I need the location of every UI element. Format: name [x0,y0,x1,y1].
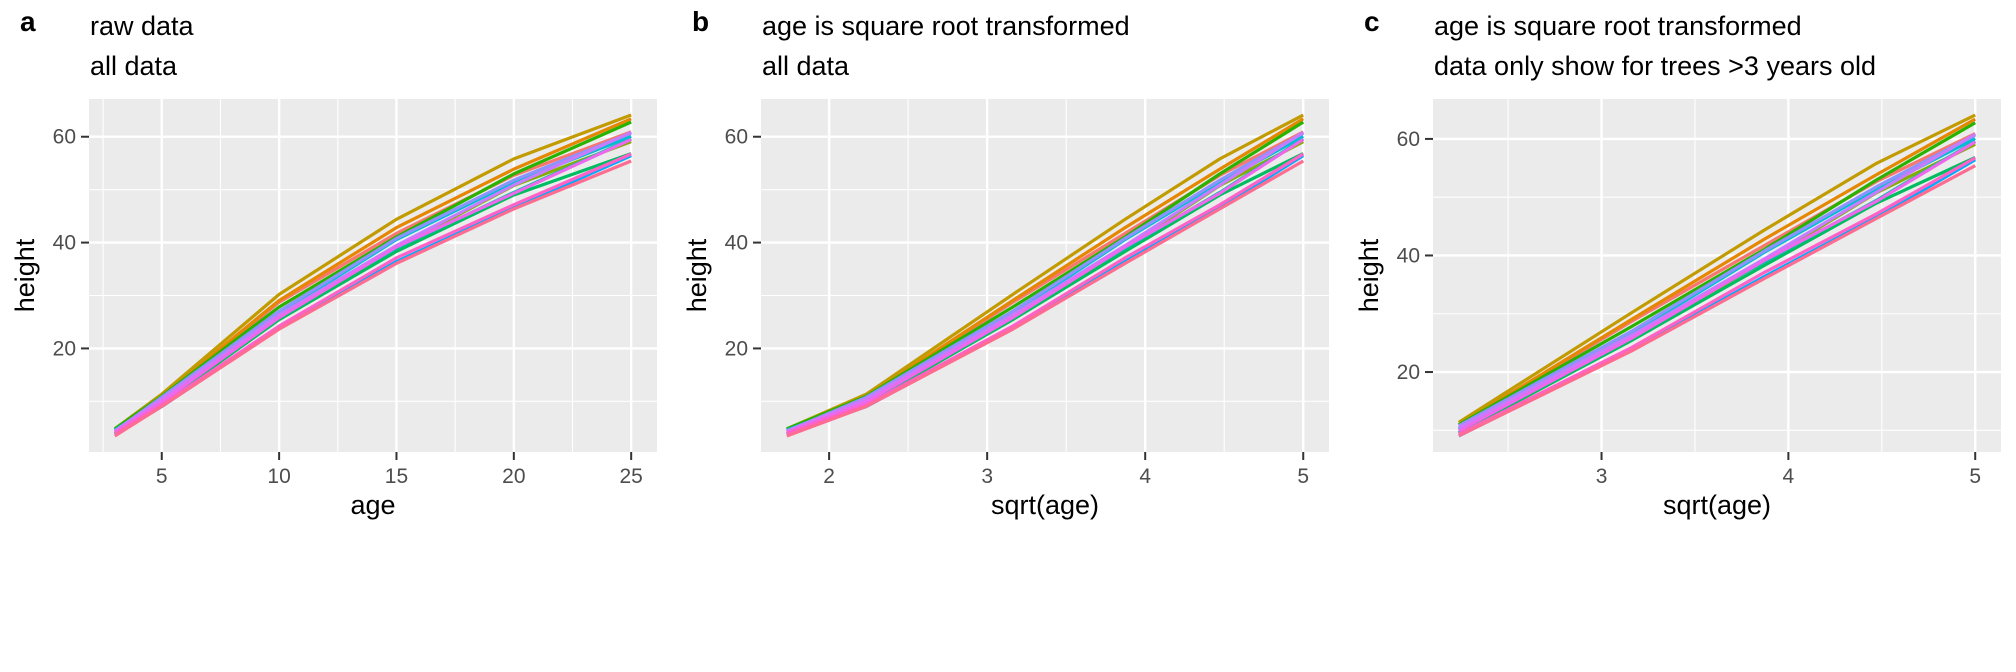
growth-line-seed-327 [786,138,1305,434]
y-tick-label: 40 [725,232,748,255]
panel-a-title-line1: raw data [90,11,194,41]
growth-line-seed-331 [113,159,632,438]
panel-a-title-line2: all data [90,51,178,81]
panel-b-tag: b [692,6,710,37]
growth-line-seed-305 [1457,113,1976,424]
growth-line-seed-311 [1458,156,1976,434]
panel-b-title-line2: all data [762,51,850,81]
y-tick-label: 60 [1397,128,1420,151]
growth-line-seed-325 [786,131,1305,433]
growth-line-seed-329 [1458,156,1977,436]
x-axis-title: sqrt(age) [991,490,1099,520]
x-tick-label: 4 [1139,465,1151,488]
x-tick-label: 20 [502,465,525,488]
y-axis-title: height [1354,238,1384,312]
x-tick-label: 3 [981,465,993,488]
x-tick-label: 5 [1969,465,1981,488]
x-tick-label: 3 [1596,465,1608,488]
panel-c-title-line2: data only show for trees >3 years old [1434,51,1876,81]
panel-b: b age is square root transformed all dat… [672,0,1344,672]
y-tick-label: 40 [1397,244,1420,267]
panel-c-chart: 3 4 5 20 40 60 sqrt(age) height [1354,99,2001,520]
growth-line-seed-331 [786,159,1305,438]
panel-c-title-line1: age is square root transformed [1434,11,1802,41]
y-tick-label: 20 [53,337,76,360]
x-tick-label: 15 [385,465,408,488]
plot-background [761,99,1329,452]
growth-line-seed-323 [1458,133,1976,428]
y-tick-label: 60 [725,126,748,149]
x-tick-label: 25 [620,465,643,488]
panel-a-title: raw data all data [90,6,194,86]
panel-a-tag: a [20,6,36,37]
growth-line-seed-331 [1458,164,1976,438]
x-tick-label: 4 [1783,465,1795,488]
y-tick-label: 20 [1397,361,1420,384]
x-tick-label: 10 [267,465,290,488]
x-tick-label: 5 [1297,465,1309,488]
growth-line-seed-327 [113,137,632,434]
panel-a: a raw data all data 5 10 15 20 25 20 40 60 age he… [0,0,672,672]
y-axis-title: height [682,238,712,312]
x-tick-label: 2 [823,465,835,488]
x-tick-label: 5 [156,465,168,488]
panel-c-tag: c [1364,6,1380,37]
panel-b-chart: 2 3 4 5 20 40 60 sqrt(age) height [682,99,1329,520]
y-tick-label: 20 [725,337,748,360]
x-axis-title: age [350,490,395,520]
growth-line-seed-325 [113,130,632,433]
panel-a-chart: 5 10 15 20 25 20 40 60 age height [10,99,657,520]
y-tick-label: 60 [53,126,76,149]
panel-c: c age is square root transformed data on… [1344,0,2016,672]
panel-b-title: age is square root transformed all data [762,6,1130,86]
panel-c-title: age is square root transformed data only… [1434,6,1876,86]
panel-b-title-line1: age is square root transformed [762,11,1130,41]
growth-line-seed-327 [1458,140,1977,433]
x-axis-title: sqrt(age) [1663,490,1771,520]
y-tick-label: 40 [53,232,76,255]
y-axis-title: height [10,238,40,312]
growth-line-seed-303 [1457,117,1977,427]
